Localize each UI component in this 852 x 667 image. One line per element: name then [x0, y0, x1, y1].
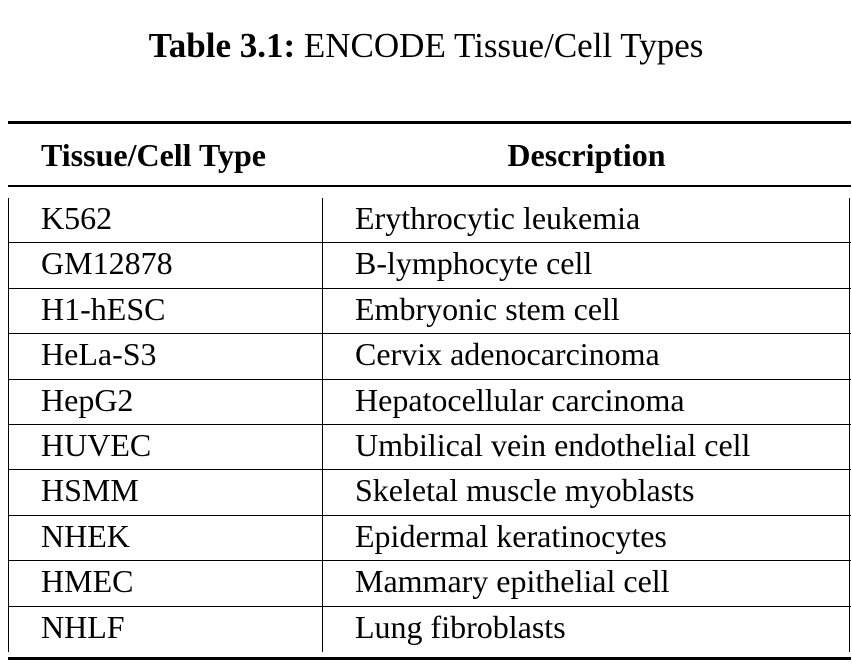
- cell-description: Cervix adenocarcinoma: [355, 336, 660, 373]
- cell-description: Mammary epithelial cell: [355, 563, 670, 600]
- row-divider: [8, 605, 851, 607]
- table-column-divider: [322, 198, 323, 652]
- cell-tissue-type: HMEC: [41, 563, 134, 600]
- table-row: GM12878 B-lymphocyte cell: [8, 243, 851, 289]
- cell-description: Skeletal muscle myoblasts: [355, 472, 695, 509]
- table-row: H1-hESC Embryonic stem cell: [8, 289, 851, 335]
- row-divider: [8, 469, 851, 471]
- header-description: Description: [507, 137, 666, 173]
- row-divider: [8, 287, 851, 289]
- caption-text: ENCODE Tissue/Cell Types: [303, 26, 704, 65]
- cell-description: Hepatocellular carcinoma: [355, 381, 685, 418]
- row-divider: [8, 423, 851, 425]
- table-left-border: [8, 198, 9, 652]
- table-row: HepG2 Hepatocellular carcinoma: [8, 380, 851, 425]
- cell-tissue-type: HeLa-S3: [41, 336, 157, 373]
- cell-tissue-type: NHEK: [41, 517, 130, 554]
- table-bottom-rule: [8, 657, 851, 660]
- table-row: NHEK Epidermal keratinocytes: [8, 516, 851, 562]
- cell-description: B-lymphocyte cell: [355, 245, 593, 282]
- cell-description: Erythrocytic leukemia: [355, 200, 641, 236]
- table-row: NHLF Lung fibroblasts: [8, 607, 851, 652]
- cell-description: Embryonic stem cell: [355, 290, 620, 327]
- table-row: HSMM Skeletal muscle myoblasts: [8, 470, 851, 516]
- row-divider: [8, 333, 851, 335]
- cell-tissue-type: HUVEC: [41, 426, 152, 463]
- cell-tissue-type: NHLF: [41, 608, 125, 645]
- row-divider: [8, 514, 851, 516]
- cell-tissue-type: HSMM: [41, 472, 139, 509]
- table-top-rule: [8, 121, 851, 124]
- table-body: K562 Erythrocytic leukemia GM12878 B-lym…: [8, 198, 851, 652]
- caption-label: Table 3.1:: [148, 26, 296, 65]
- table-row: HeLa-S3 Cervix adenocarcinoma: [8, 334, 851, 380]
- table-row: K562 Erythrocytic leukemia: [8, 198, 851, 244]
- row-divider: [8, 242, 851, 244]
- cell-tissue-type: H1-hESC: [41, 290, 166, 327]
- table-row: HMEC Mammary epithelial cell: [8, 561, 851, 607]
- table-right-border: [849, 198, 850, 652]
- cell-tissue-type: GM12878: [41, 245, 173, 282]
- table-header-rule: [8, 185, 851, 187]
- row-divider: [8, 378, 851, 380]
- header-tissue-cell-type: Tissue/Cell Type: [41, 137, 266, 173]
- cell-description: Epidermal keratinocytes: [355, 517, 667, 554]
- cell-description: Lung fibroblasts: [355, 608, 566, 645]
- row-divider: [8, 560, 851, 562]
- cell-tissue-type: K562: [41, 200, 113, 236]
- table-row: HUVEC Umbilical vein endothelial cell: [8, 425, 851, 471]
- table-caption: Table 3.1: ENCODE Tissue/Cell Types: [0, 24, 852, 68]
- cell-description: Umbilical vein endothelial cell: [355, 426, 751, 463]
- cell-tissue-type: HepG2: [41, 381, 134, 418]
